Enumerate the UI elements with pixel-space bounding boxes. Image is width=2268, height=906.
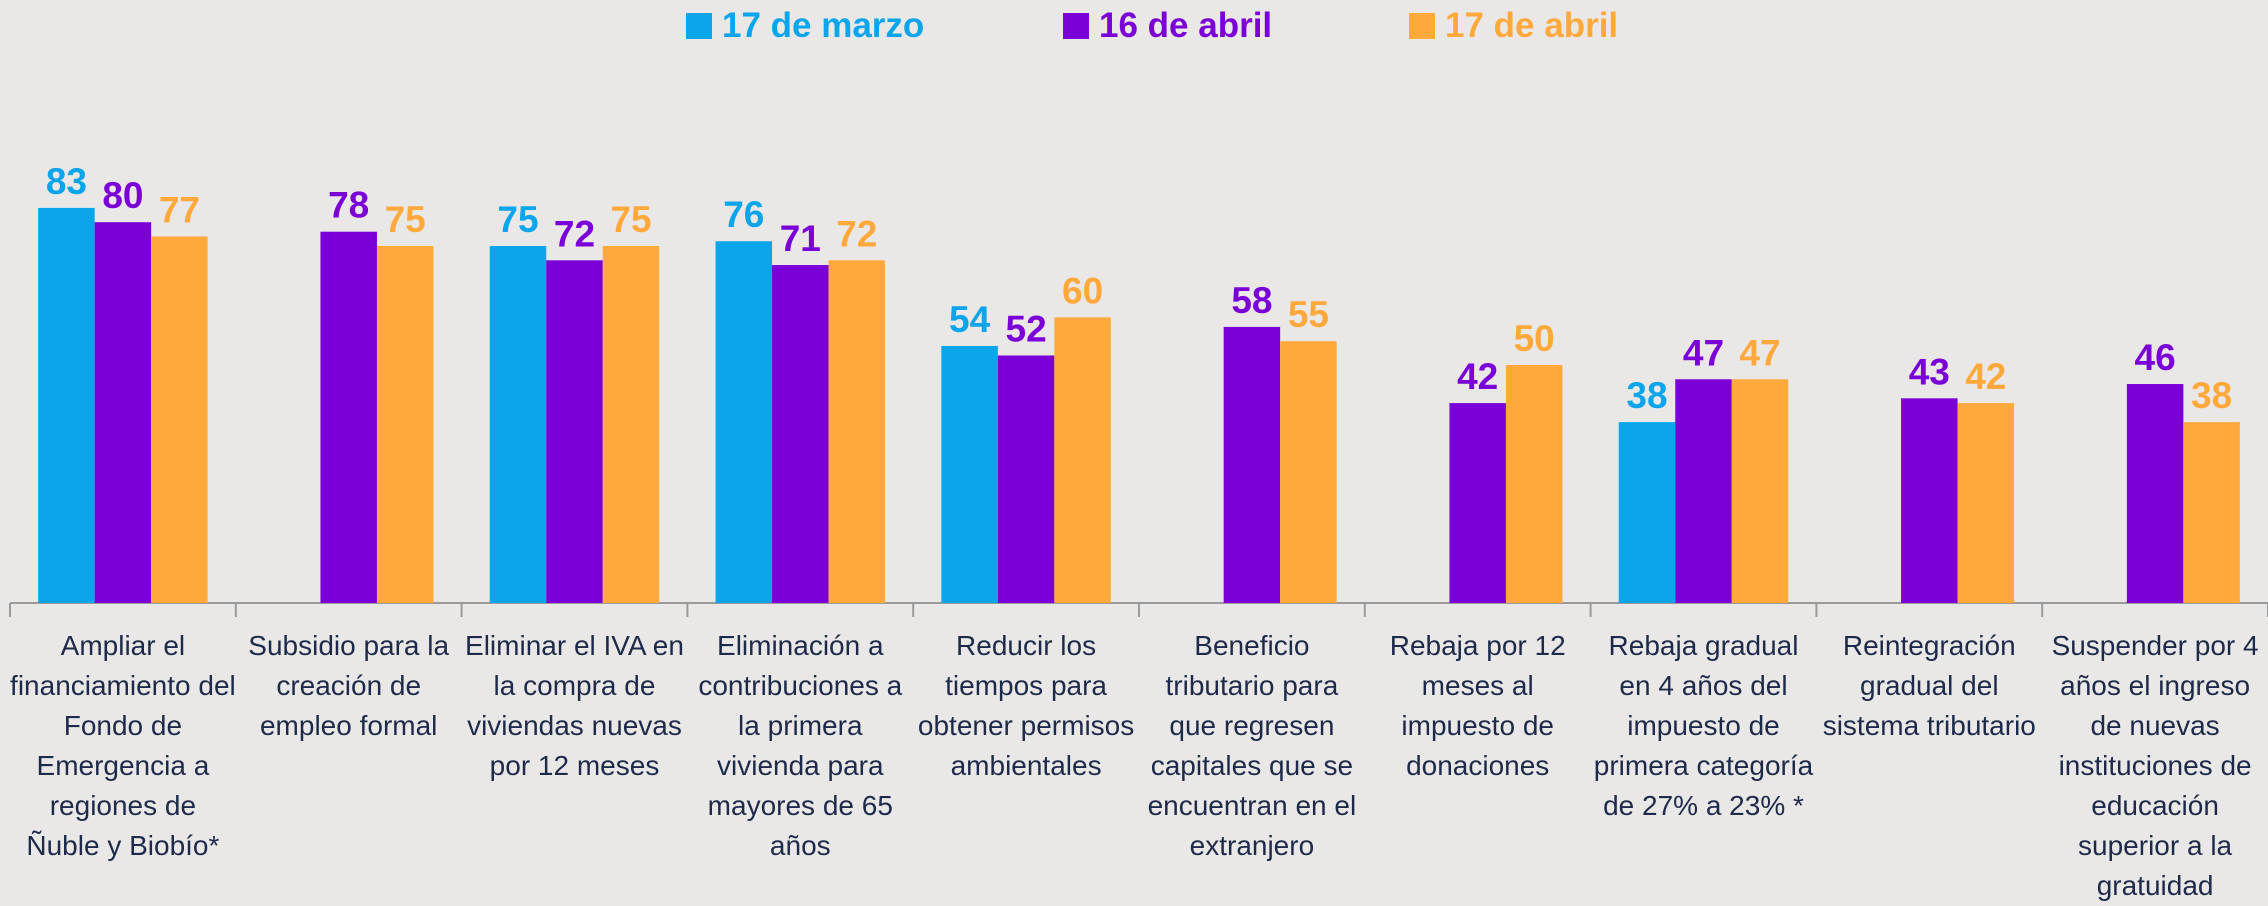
- bar: [602, 246, 660, 603]
- bar: [151, 236, 208, 604]
- value-label: 80: [102, 175, 143, 216]
- bar: [1054, 317, 1111, 603]
- bar: [997, 355, 1055, 603]
- value-label: 60: [1062, 270, 1103, 311]
- category-label: Reintegración gradual del sistema tribut…: [1822, 630, 2036, 741]
- value-label: 42: [1965, 356, 2006, 397]
- bar: [2126, 384, 2184, 603]
- legend-swatch: [1409, 13, 1435, 39]
- legend-item: 17 de abril: [1409, 6, 1618, 46]
- bar: [1957, 403, 2015, 603]
- value-label: 50: [1514, 318, 1555, 359]
- value-label: 38: [1626, 375, 1667, 416]
- bar: [320, 231, 377, 603]
- bar: [1223, 326, 1281, 603]
- legend-swatch: [1063, 13, 1089, 39]
- bar: [2183, 422, 2240, 603]
- legend-item: 17 de marzo: [686, 6, 924, 46]
- legend-item: 16 de abril: [1063, 6, 1272, 46]
- category-label: Beneficio tributario para que regresen c…: [1147, 630, 1357, 861]
- value-label: 52: [1006, 308, 1047, 349]
- value-label: 76: [723, 194, 764, 235]
- bar: [1731, 379, 1789, 603]
- bar: [94, 222, 152, 603]
- category-label: Eliminar el IVA en la compra de vivienda…: [465, 630, 684, 781]
- value-label: 75: [497, 199, 538, 240]
- bar: [1505, 365, 1563, 603]
- bar: [828, 260, 886, 603]
- category-label: Reducir los tiempos para obtener permiso…: [917, 630, 1135, 781]
- bar: [38, 207, 95, 604]
- value-label: 54: [949, 299, 991, 340]
- value-label: 58: [1231, 280, 1272, 321]
- bar: [376, 246, 434, 603]
- legend-label: 17 de marzo: [722, 6, 925, 45]
- bar: [772, 265, 829, 603]
- value-label: 55: [1288, 294, 1329, 335]
- category-label: Rebaja por 12 meses al impuesto de donac…: [1389, 630, 1566, 781]
- bar: [546, 260, 603, 603]
- bar: [1618, 422, 1676, 603]
- value-label: 77: [159, 189, 200, 230]
- bar: [1675, 379, 1732, 603]
- value-label: 46: [2135, 337, 2176, 378]
- value-label: 72: [554, 213, 595, 254]
- category-label: Suspender por 4 años el ingreso de nueva…: [2051, 630, 2259, 901]
- value-label: 43: [1909, 351, 1950, 392]
- value-label: 47: [1739, 332, 1780, 373]
- value-label: 72: [836, 213, 877, 254]
- category-label: Ampliar el financiamiento del Fondo de E…: [10, 630, 236, 861]
- bar: [1449, 403, 1506, 603]
- bar: [489, 246, 547, 603]
- bar: [1280, 341, 1337, 603]
- value-label: 78: [328, 185, 369, 226]
- value-label: 38: [2191, 375, 2232, 416]
- value-label: 47: [1683, 332, 1724, 373]
- bar: [1901, 398, 1958, 603]
- legend-swatch: [686, 13, 712, 39]
- bar: [715, 241, 773, 604]
- bar: [941, 345, 998, 603]
- legend-label: 16 de abril: [1099, 6, 1273, 45]
- value-label: 42: [1457, 356, 1498, 397]
- category-label: Eliminación a contribuciones a la primer…: [698, 630, 903, 861]
- value-label: 75: [610, 199, 651, 240]
- category-label: Subsidio para la creación de empleo form…: [248, 630, 450, 741]
- value-label: 83: [46, 161, 87, 202]
- category-label: Rebaja gradual en 4 años del impuesto de…: [1593, 630, 1814, 821]
- value-label: 75: [385, 199, 426, 240]
- value-label: 71: [780, 218, 821, 259]
- legend-label: 17 de abril: [1445, 6, 1619, 45]
